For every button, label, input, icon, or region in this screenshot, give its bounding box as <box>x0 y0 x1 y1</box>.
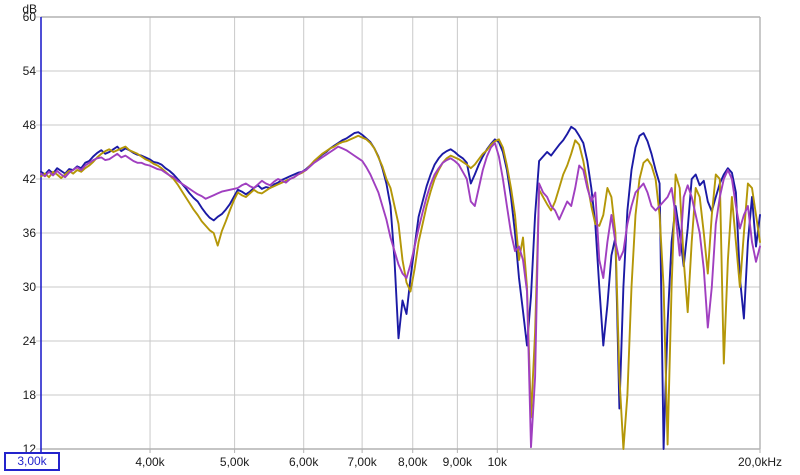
y-tick-label: 30 <box>22 280 36 294</box>
trace-purple <box>40 142 761 449</box>
x-axis-min-field[interactable]: 3,00k <box>4 452 60 471</box>
x-tick-label: 4,00k <box>135 455 165 469</box>
x-tick-label: 10k <box>487 455 507 469</box>
x-tick-label: 8,00k <box>398 455 428 469</box>
x-tick-label: 6,00k <box>289 455 319 469</box>
y-tick-label: 18 <box>22 388 36 402</box>
y-tick-label: 48 <box>22 118 36 132</box>
y-tick-label: 54 <box>22 64 36 78</box>
x-tick-label: 9,00k <box>442 455 473 469</box>
traces <box>40 125 761 450</box>
y-tick-label: 42 <box>22 172 36 186</box>
x-tick-label: 7,00k <box>347 455 377 469</box>
y-axis-unit-label: dB <box>22 2 37 16</box>
x-tick-label: 20,0kHz <box>737 455 783 469</box>
gridlines <box>36 16 761 453</box>
y-tick-label: 24 <box>22 334 36 348</box>
trace-olive <box>40 134 761 450</box>
plot-frame <box>40 16 761 452</box>
x-tick-label: 5,00k <box>219 455 250 469</box>
trace-blue <box>40 125 761 450</box>
y-tick-label: 60 <box>22 10 36 24</box>
y-tick-label: 36 <box>22 226 36 240</box>
